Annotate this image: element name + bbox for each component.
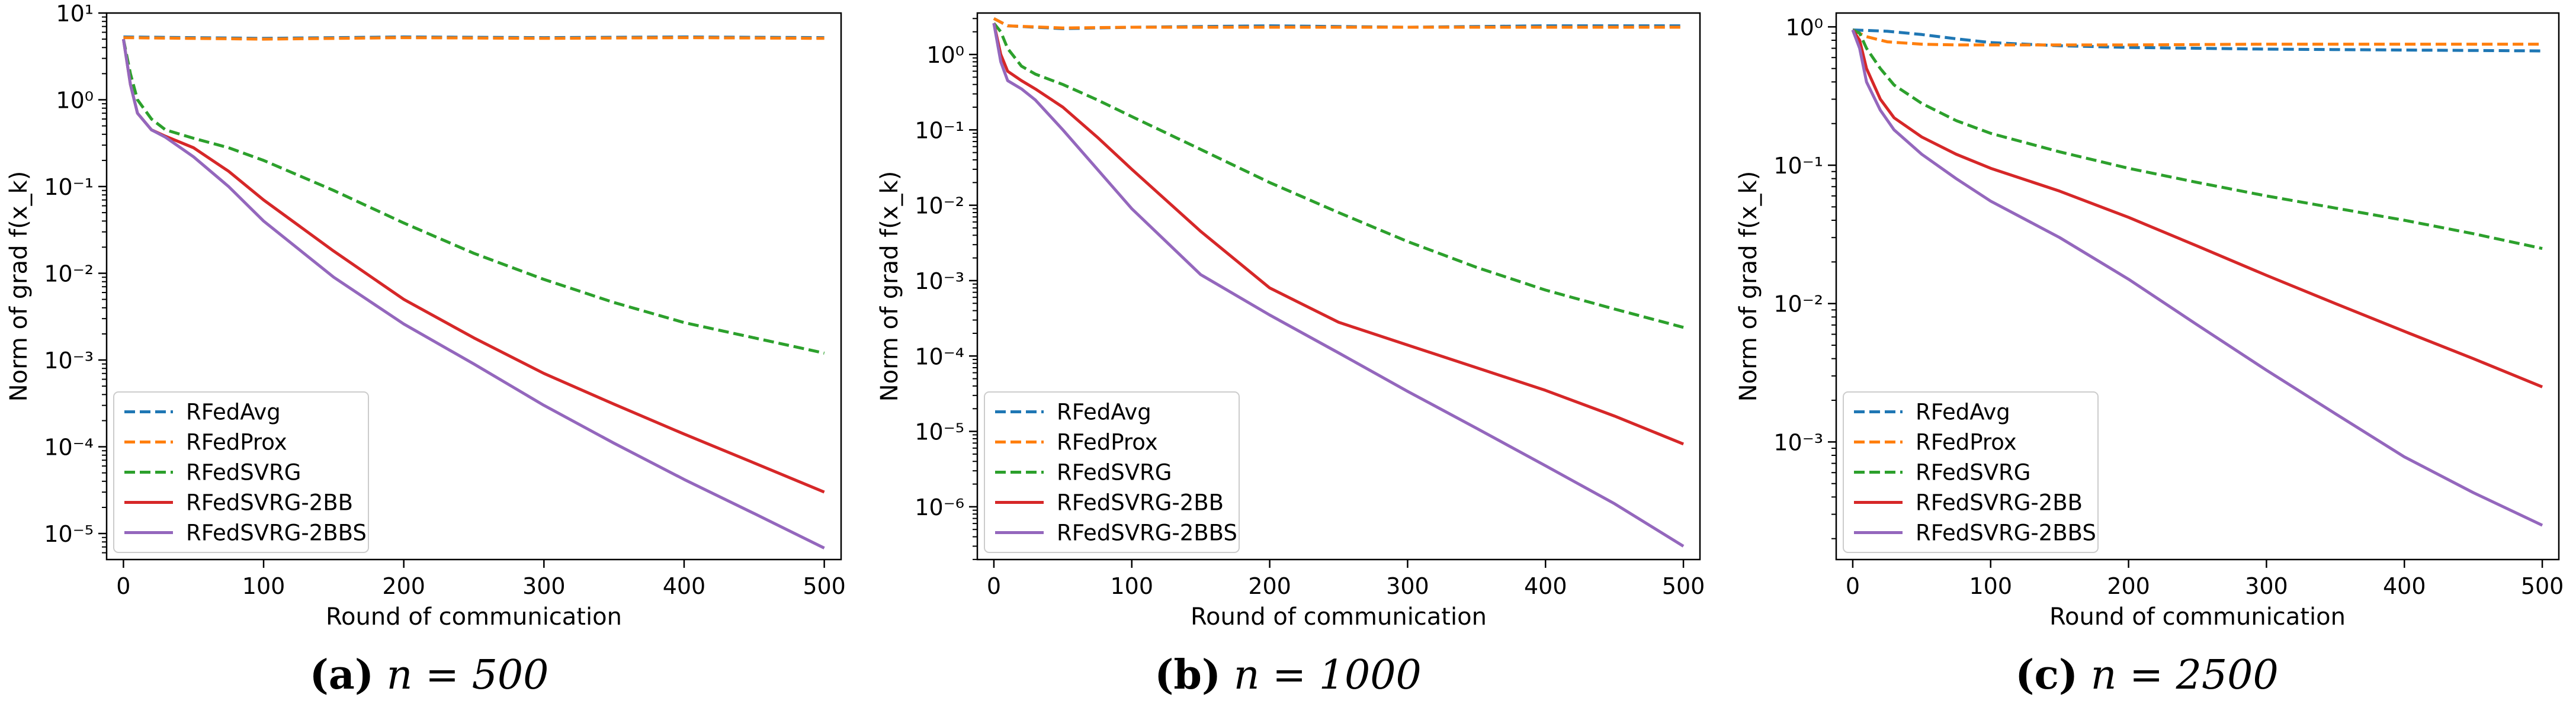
y-axis-label: Norm of grad f(x_k) <box>1735 171 1762 402</box>
series-group <box>992 17 1685 548</box>
x-tick-label: 200 <box>382 573 425 599</box>
x-tick-label: 100 <box>1969 573 2012 599</box>
caption-c: (c) n = 2500 <box>1718 651 2576 699</box>
series-line-rfedprox <box>1852 28 2543 47</box>
legend-box <box>984 391 1240 553</box>
caption-label: (a) <box>309 651 374 699</box>
plot-area: 10⁻³ 10⁻² 10⁻¹ 10⁰ 0 100 200 300 400 500 Round of … <box>1735 12 2564 631</box>
x-tick-label: 100 <box>242 573 285 599</box>
series-line-rfedsvrg-2bbs <box>1851 29 2543 527</box>
x-tick-label: 300 <box>1386 573 1429 599</box>
x-tick-label: 500 <box>803 573 846 599</box>
panel-c: 10⁻³ 10⁻² 10⁻¹ 10⁰ 0 100 200 300 400 500 Round of … <box>1718 0 2576 720</box>
series-line-rfedsvrg-2bb <box>992 22 1685 446</box>
y-tick-label: 10⁻¹ <box>1773 153 1823 179</box>
x-axis-label: Round of communication <box>1191 603 1487 631</box>
caption-expression: n = 500 <box>386 652 549 699</box>
series-group <box>1851 28 2543 527</box>
plot-area: 10⁻⁶ 10⁻⁵ 10⁻⁴ 10⁻³ 10⁻² 10⁻¹ 10⁰ 0 100 200 300 400… <box>876 12 1705 631</box>
y-tick-label: 10⁻³ <box>915 268 964 294</box>
caption-expression: n = 1000 <box>1233 652 1422 699</box>
legend-label: RFedSVRG <box>186 460 301 486</box>
chart-a: 10⁻⁵ 10⁻⁴ 10⁻³ 10⁻² 10⁻¹ 10⁰ 10¹ 0 100 200 300 400 5… <box>5 1 846 631</box>
series-line-rfedsvrg-2bbs <box>992 22 1685 548</box>
y-axis-label: Norm of grad f(x_k) <box>5 171 33 402</box>
series-line-rfedsvrg <box>992 22 1684 329</box>
caption-b: (b) n = 1000 <box>859 651 1717 699</box>
legend: RFedAvg RFedProx RFedSVRG RFedSVRG-2BB RFedS… <box>984 391 1240 553</box>
y-tick-label: 10⁻² <box>44 261 94 287</box>
x-tick-label: 400 <box>1524 573 1567 599</box>
legend-label: RFedProx <box>186 430 287 455</box>
y-tick-label: 10⁰ <box>56 88 94 114</box>
x-tick-label: 100 <box>1110 573 1153 599</box>
legend-label: RFedSVRG-2BBS <box>1916 520 2096 546</box>
caption-label: (b) <box>1154 651 1221 699</box>
series-line-rfedavg <box>1852 28 2543 53</box>
x-tick-label: 500 <box>1662 573 1705 599</box>
legend-label: RFedSVRG-2BB <box>186 490 353 516</box>
x-tick-label: 300 <box>522 573 566 599</box>
x-tick-label: 500 <box>2521 573 2564 599</box>
series-group <box>121 35 825 549</box>
legend-label: RFedAvg <box>186 400 281 425</box>
legend-box <box>1843 391 2099 553</box>
series-line-rfedprox <box>123 36 825 41</box>
series-line-rfedprox <box>993 17 1684 30</box>
series-line-rfedsvrg <box>1852 28 2543 250</box>
legend-label: RFedSVRG-2BBS <box>1057 520 1237 546</box>
y-tick-label: 10⁻² <box>915 193 964 219</box>
y-tick-label: 10⁻³ <box>44 348 94 374</box>
y-tick-label: 10⁻¹ <box>44 174 94 200</box>
plot-area: 10⁻⁵ 10⁻⁴ 10⁻³ 10⁻² 10⁻¹ 10⁰ 10¹ 0 100 200 300 400 5… <box>5 1 846 631</box>
legend-label: RFedSVRG-2BBS <box>186 520 367 546</box>
legend-label: RFedSVRG <box>1916 460 2030 486</box>
legend-label: RFedAvg <box>1057 400 1151 425</box>
axes-frame <box>976 12 1701 561</box>
y-tick-label: 10⁻² <box>1773 291 1823 317</box>
x-tick-label: 300 <box>2245 573 2288 599</box>
legend: RFedAvg RFedProx RFedSVRG RFedSVRG-2BB RFedS… <box>1843 391 2099 553</box>
legend-label: RFedSVRG-2BB <box>1057 490 1224 516</box>
caption-a: (a) n = 500 <box>0 651 858 699</box>
legend-label: RFedProx <box>1916 430 2017 455</box>
legend: RFedAvg RFedProx RFedSVRG RFedSVRG-2BB RFedS… <box>113 391 369 553</box>
x-tick-label: 200 <box>2107 573 2150 599</box>
caption-label: (c) <box>2015 651 2078 699</box>
panel-a: 10⁻⁵ 10⁻⁴ 10⁻³ 10⁻² 10⁻¹ 10⁰ 10¹ 0 100 200 300 400 5… <box>0 0 858 720</box>
y-tick-label: 10⁻¹ <box>915 117 964 143</box>
y-tick-label: 10⁻⁵ <box>915 419 964 445</box>
legend-label: RFedSVRG-2BB <box>1916 490 2083 516</box>
y-tick-label: 10⁻⁶ <box>915 494 964 520</box>
axes-frame <box>1835 12 2560 561</box>
legend-label: RFedSVRG <box>1057 460 1172 486</box>
y-tick-label: 10⁻³ <box>1773 429 1823 455</box>
x-tick-label: 0 <box>116 573 130 599</box>
caption-expression: n = 2500 <box>2090 652 2279 699</box>
chart-c: 10⁻³ 10⁻² 10⁻¹ 10⁰ 0 100 200 300 400 500 Round of … <box>1735 12 2564 631</box>
legend-label: RFedProx <box>1057 430 1158 455</box>
panel-b: 10⁻⁶ 10⁻⁵ 10⁻⁴ 10⁻³ 10⁻² 10⁻¹ 10⁰ 0 100 200 300 400… <box>859 0 1717 720</box>
x-tick-label: 400 <box>663 573 706 599</box>
series-line-rfedsvrg <box>121 38 825 355</box>
series-line-rfedsvrg-2bbs <box>121 38 825 549</box>
y-tick-label: 10¹ <box>56 1 94 27</box>
chart-b: 10⁻⁶ 10⁻⁵ 10⁻⁴ 10⁻³ 10⁻² 10⁻¹ 10⁰ 0 100 200 300 400… <box>876 12 1705 631</box>
legend-box <box>113 391 369 553</box>
legend-label: RFedAvg <box>1916 400 2010 425</box>
series-line-rfedsvrg-2bb <box>1851 29 2543 388</box>
x-tick-label: 400 <box>2383 573 2426 599</box>
y-tick-label: 10⁻⁴ <box>915 343 964 369</box>
x-axis-label: Round of communication <box>2049 603 2346 631</box>
y-tick-label: 10⁰ <box>926 42 964 68</box>
y-tick-label: 10⁰ <box>1785 14 1823 40</box>
y-axis-label: Norm of grad f(x_k) <box>876 171 903 402</box>
x-axis-label: Round of communication <box>326 603 622 631</box>
y-tick-label: 10⁻⁴ <box>44 435 94 461</box>
x-tick-label: 200 <box>1248 573 1291 599</box>
x-tick-label: 0 <box>1846 573 1860 599</box>
x-tick-label: 0 <box>987 573 1001 599</box>
y-tick-label: 10⁻⁵ <box>44 521 94 547</box>
